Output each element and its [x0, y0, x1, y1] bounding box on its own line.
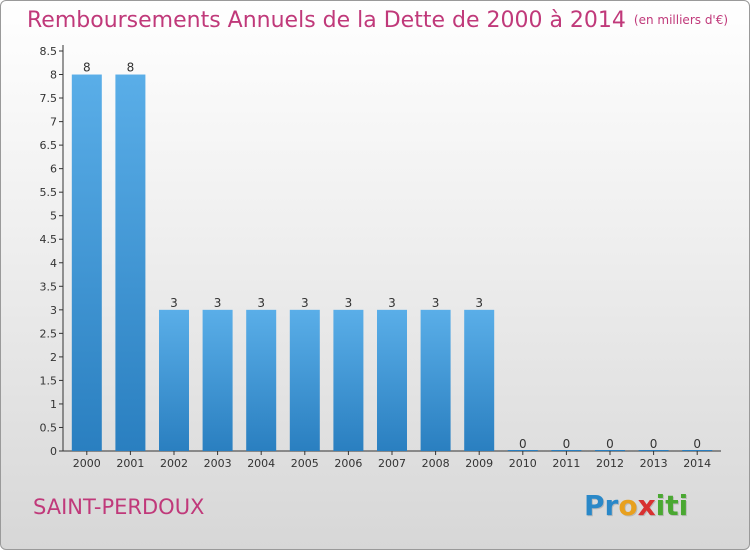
- data-label: 3: [257, 296, 265, 310]
- commune-name: SAINT-PERDOUX: [33, 495, 205, 519]
- data-label: 3: [214, 296, 222, 310]
- y-tick-label: 7.5: [40, 92, 58, 105]
- y-tick-label: 6: [50, 163, 57, 176]
- data-label: 0: [563, 437, 571, 451]
- bar: [464, 309, 495, 451]
- brand-letter: o: [618, 489, 638, 522]
- x-tick-label: 2010: [509, 457, 537, 470]
- bar: [159, 309, 189, 451]
- x-tick-label: 2014: [683, 457, 711, 470]
- x-tick-label: 2012: [596, 457, 624, 470]
- data-label: 0: [519, 437, 527, 451]
- y-tick-label: 4.5: [40, 233, 58, 246]
- x-tick-label: 2001: [116, 457, 144, 470]
- x-tick-label: 2005: [291, 457, 319, 470]
- brand-letter: i: [678, 489, 689, 522]
- y-tick-label: 3: [50, 304, 57, 317]
- y-tick-label: 5: [50, 210, 57, 223]
- x-tick-label: 2007: [378, 457, 406, 470]
- x-tick-label: 2008: [422, 457, 450, 470]
- data-label: 3: [388, 296, 396, 310]
- y-tick-label: 3.5: [40, 280, 58, 293]
- y-tick-label: 4: [50, 257, 57, 270]
- x-tick-label: 2000: [73, 457, 101, 470]
- data-label: 3: [345, 296, 353, 310]
- data-label: 8: [127, 61, 135, 75]
- bar: [115, 74, 146, 451]
- bar: [333, 309, 364, 451]
- y-tick-label: 8.5: [40, 45, 58, 58]
- y-tick-label: 2.5: [40, 327, 58, 340]
- x-tick-label: 2009: [465, 457, 493, 470]
- brand-letter: i: [655, 489, 666, 522]
- brand-letter: r: [604, 489, 619, 522]
- data-label: 3: [475, 296, 483, 310]
- bar: [202, 309, 233, 451]
- x-tick-label: 2011: [552, 457, 580, 470]
- x-tick-label: 2006: [334, 457, 362, 470]
- data-label: 0: [650, 437, 658, 451]
- data-label: 3: [432, 296, 440, 310]
- bar: [377, 309, 407, 451]
- y-tick-label: 2: [50, 351, 57, 364]
- bar: [420, 309, 451, 451]
- brand-letter: x: [637, 489, 656, 522]
- chart-title-text: Remboursements Annuels de la Dette de 20…: [27, 8, 626, 33]
- y-tick-label: 7: [50, 116, 57, 129]
- y-tick-label: 1: [50, 398, 57, 411]
- brand-letter: P: [584, 489, 605, 522]
- y-tick-label: 6.5: [40, 139, 58, 152]
- proxiti-logo: Proxiti: [584, 489, 688, 522]
- bar: [71, 74, 102, 451]
- chart-unit: (en milliers d'€): [633, 13, 729, 27]
- y-tick-label: 0.5: [40, 421, 58, 434]
- x-tick-label: 2013: [640, 457, 668, 470]
- x-tick-label: 2003: [204, 457, 232, 470]
- y-tick-label: 8: [50, 69, 57, 82]
- chart-title: Remboursements Annuels de la Dette de 20…: [27, 8, 728, 33]
- y-tick-label: 1.5: [40, 374, 58, 387]
- bar: [289, 309, 320, 451]
- bar: [246, 309, 277, 451]
- y-tick-label: 0: [50, 445, 57, 458]
- data-label: 0: [693, 437, 701, 451]
- data-label: 3: [170, 296, 178, 310]
- y-tick-label: 5.5: [40, 186, 58, 199]
- data-label: 3: [301, 296, 309, 310]
- x-tick-label: 2004: [247, 457, 275, 470]
- brand-letter: t: [665, 489, 679, 522]
- data-label: 8: [83, 61, 91, 75]
- x-tick-label: 2002: [160, 457, 188, 470]
- data-label: 0: [606, 437, 614, 451]
